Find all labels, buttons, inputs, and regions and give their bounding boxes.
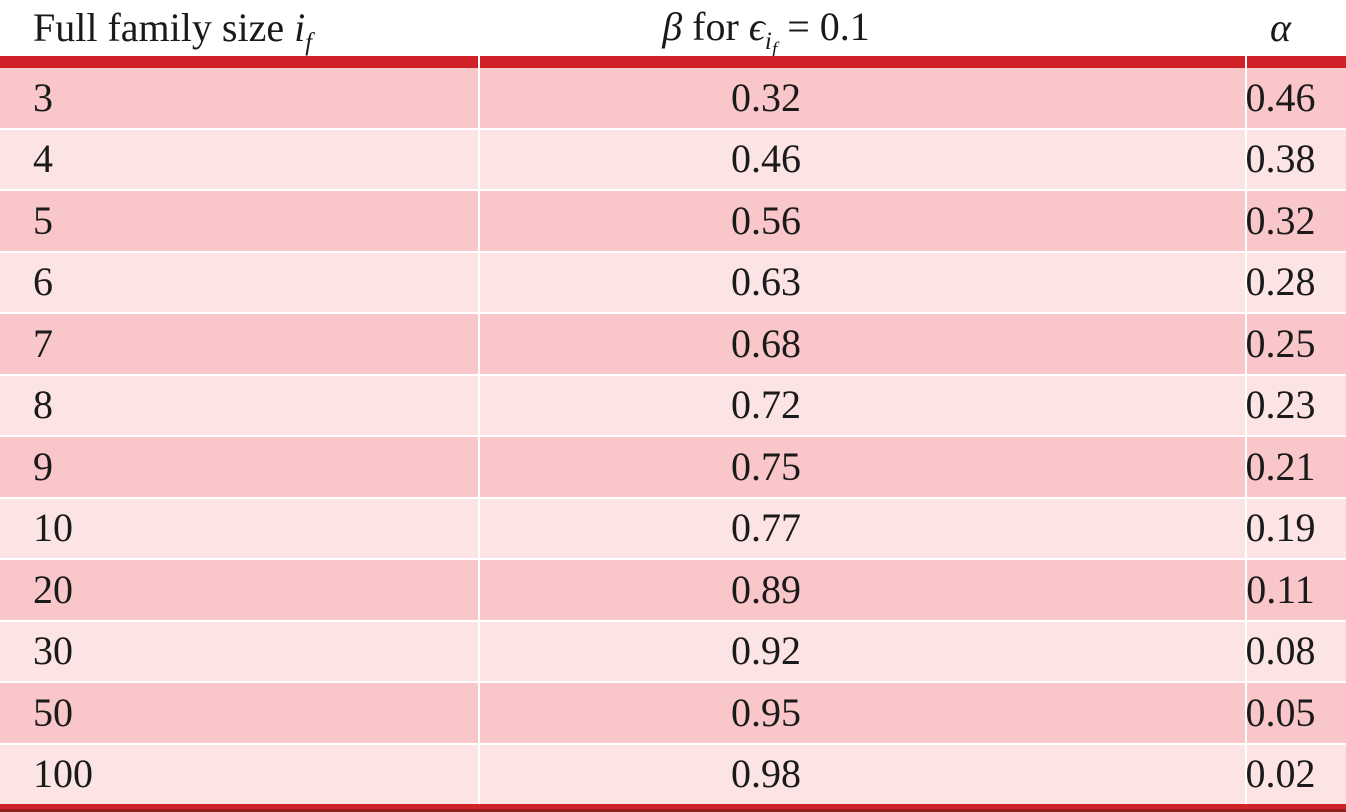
column-separator bbox=[478, 560, 480, 620]
header-alpha-symbol: α bbox=[1270, 5, 1291, 50]
top-rule-notch bbox=[1245, 56, 1247, 68]
table-row: 50 0.95 0.05 bbox=[0, 683, 1346, 743]
cell-beta: 0.32 bbox=[480, 68, 1245, 128]
top-rule-notch bbox=[478, 56, 480, 68]
cell-beta: 0.72 bbox=[480, 375, 1245, 435]
column-separator bbox=[1245, 621, 1247, 681]
cell-family-size: 3 bbox=[0, 68, 478, 128]
table-row: 30 0.92 0.08 bbox=[0, 621, 1346, 681]
column-separator bbox=[478, 68, 480, 128]
cell-family-size: 7 bbox=[0, 314, 478, 374]
cell-alpha: 0.02 bbox=[1247, 744, 1346, 804]
column-separator bbox=[1245, 744, 1247, 804]
table-bottom-rule bbox=[0, 804, 1346, 812]
cell-alpha: 0.28 bbox=[1247, 252, 1346, 312]
table-row: 100 0.98 0.02 bbox=[0, 744, 1346, 804]
cell-beta: 0.75 bbox=[480, 437, 1245, 497]
cell-alpha: 0.32 bbox=[1247, 191, 1346, 251]
cell-family-size: 100 bbox=[0, 744, 478, 804]
cell-alpha: 0.46 bbox=[1247, 68, 1346, 128]
cell-alpha: 0.19 bbox=[1247, 498, 1346, 558]
table-row: 20 0.89 0.11 bbox=[0, 560, 1346, 620]
top-rule-segment bbox=[1247, 56, 1346, 68]
cell-alpha: 0.08 bbox=[1247, 621, 1346, 681]
cell-alpha: 0.23 bbox=[1247, 375, 1346, 435]
table-header-row: Full family size if β for ϵif= 0.1 α bbox=[0, 0, 1346, 56]
column-separator bbox=[1245, 129, 1247, 189]
column-separator bbox=[478, 375, 480, 435]
table-row: 4 0.46 0.38 bbox=[0, 129, 1346, 189]
column-separator bbox=[1245, 252, 1247, 312]
column-header-alpha: α bbox=[1247, 0, 1346, 56]
cell-family-size: 30 bbox=[0, 621, 478, 681]
cell-family-size: 5 bbox=[0, 191, 478, 251]
cell-alpha: 0.11 bbox=[1247, 560, 1346, 620]
table-top-rule bbox=[0, 56, 1346, 68]
cell-beta: 0.63 bbox=[480, 252, 1245, 312]
cell-beta: 0.46 bbox=[480, 129, 1245, 189]
column-separator bbox=[478, 191, 480, 251]
cell-beta: 0.95 bbox=[480, 683, 1245, 743]
table-body: 3 0.32 0.46 4 0.46 0.38 5 0.56 0.32 6 0.63 0.28 7 0.6… bbox=[0, 68, 1346, 804]
table-row: 7 0.68 0.25 bbox=[0, 314, 1346, 374]
column-separator bbox=[478, 621, 480, 681]
cell-family-size: 6 bbox=[0, 252, 478, 312]
header-beta-for: for bbox=[682, 3, 749, 49]
table-row: 8 0.72 0.23 bbox=[0, 375, 1346, 435]
table-row: 3 0.32 0.46 bbox=[0, 68, 1346, 128]
cell-alpha: 0.25 bbox=[1247, 314, 1346, 374]
cell-beta: 0.68 bbox=[480, 314, 1245, 374]
cell-family-size: 10 bbox=[0, 498, 478, 558]
column-separator bbox=[1245, 68, 1247, 128]
table-row: 6 0.63 0.28 bbox=[0, 252, 1346, 312]
header-family-size-text: Full family size bbox=[33, 5, 295, 50]
column-separator bbox=[478, 314, 480, 374]
column-separator bbox=[1245, 375, 1247, 435]
column-separator bbox=[478, 252, 480, 312]
column-separator bbox=[1245, 498, 1247, 558]
column-separator bbox=[478, 498, 480, 558]
top-rule-segment bbox=[480, 56, 1245, 68]
cell-alpha: 0.05 bbox=[1247, 683, 1346, 743]
cell-family-size: 4 bbox=[0, 129, 478, 189]
header-family-size-var-sub: f bbox=[305, 29, 313, 56]
cell-beta: 0.77 bbox=[480, 498, 1245, 558]
cell-beta: 0.98 bbox=[480, 744, 1245, 804]
header-epsilon-symbol: ϵ bbox=[748, 3, 765, 49]
header-family-size-var: i bbox=[294, 5, 306, 50]
table-row: 10 0.77 0.19 bbox=[0, 498, 1346, 558]
column-separator bbox=[1245, 560, 1247, 620]
column-separator bbox=[1245, 437, 1247, 497]
cell-family-size: 9 bbox=[0, 437, 478, 497]
cell-beta: 0.89 bbox=[480, 560, 1245, 620]
cell-beta: 0.92 bbox=[480, 621, 1245, 681]
cell-beta: 0.56 bbox=[480, 191, 1245, 251]
column-header-beta: β for ϵif = 0.1 bbox=[480, 0, 1245, 56]
column-separator bbox=[1245, 191, 1247, 251]
column-separator bbox=[478, 437, 480, 497]
column-separator bbox=[1245, 683, 1247, 743]
table-row: 9 0.75 0.21 bbox=[0, 437, 1346, 497]
header-epsilon-sub: i bbox=[764, 27, 772, 55]
cell-family-size: 50 bbox=[0, 683, 478, 743]
cell-alpha: 0.21 bbox=[1247, 437, 1346, 497]
cell-family-size: 20 bbox=[0, 560, 478, 620]
header-epsilon-sub-sub: f bbox=[771, 38, 778, 56]
column-header-family-size: Full family size if bbox=[0, 0, 478, 56]
header-beta-equals: = 0.1 bbox=[787, 3, 870, 49]
column-separator bbox=[1245, 314, 1247, 374]
column-separator bbox=[478, 683, 480, 743]
cell-family-size: 8 bbox=[0, 375, 478, 435]
column-separator bbox=[478, 744, 480, 804]
table-row: 5 0.56 0.32 bbox=[0, 191, 1346, 251]
top-rule-segment bbox=[0, 56, 478, 68]
header-beta-symbol: β bbox=[662, 3, 683, 49]
column-separator bbox=[478, 129, 480, 189]
cell-alpha: 0.38 bbox=[1247, 129, 1346, 189]
